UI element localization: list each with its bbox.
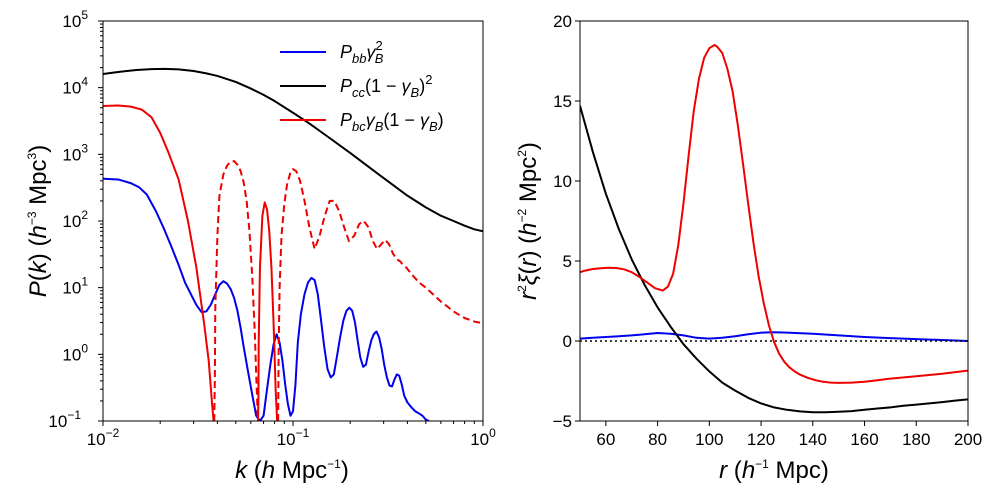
legend-label-pbb: Pbbγ2 B	[340, 38, 384, 66]
right-series-group	[580, 44, 968, 414]
right-panel: 60 80 100 120 140 160 180 200 −5 0 5 10 15 20 r (h−1 …	[515, 12, 982, 484]
left-series-p-bc-b-1-b-negative-part-3	[213, 160, 483, 421]
right-x-tick-label: 200	[954, 430, 982, 449]
left-y-tick-label: 102	[62, 208, 88, 231]
left-x-tick-label: 100	[470, 426, 496, 449]
right-x-tick-label: 100	[695, 430, 723, 449]
legend-label-pbc: PbcγB(1 − γB)	[340, 110, 444, 134]
legend: Pbbγ2 B Pcc(1 − γB)2 PbcγB(1 − γB)	[280, 38, 444, 134]
right-ticks: 60 80 100 120 140 160 180 200 −5 0 5 10 15 20	[553, 12, 983, 449]
right-y-tick-label: −5	[553, 412, 572, 431]
left-y-tick-label: 103	[62, 141, 88, 164]
right-x-tick-label: 180	[902, 430, 930, 449]
right-x-tick-label: 60	[596, 430, 615, 449]
right-y-axis-label: r2ξ(r) (h−2 Mpc2)	[515, 142, 542, 300]
right-series-p-bc-b-1-b-2	[580, 44, 968, 384]
left-panel: 10−2 10−1 100 10−1 100 101 102 103 104 105 k (h M…	[25, 8, 496, 484]
right-x-tick-label: 80	[648, 430, 667, 449]
left-series-p-bc-b-1-b-positive-part-2	[103, 104, 279, 421]
left-y-tick-label: 104	[62, 75, 88, 98]
right-axes-frame	[579, 20, 969, 422]
left-y-tick-label: 10−1	[48, 408, 81, 431]
right-series-p-cc-1-b-2-1	[580, 105, 968, 414]
left-x-tick-label: 10−1	[277, 426, 310, 449]
left-y-tick-label: 100	[62, 341, 88, 364]
right-x-tick-label: 120	[747, 430, 775, 449]
right-series-p-bb-b-2-0	[580, 331, 968, 342]
right-y-tick-label: 20	[553, 12, 572, 31]
right-y-tick-label: 10	[553, 172, 572, 191]
right-x-tick-label: 160	[850, 430, 878, 449]
left-y-tick-label: 105	[62, 8, 88, 31]
left-y-tick-label: 101	[62, 275, 88, 298]
left-plot-area	[103, 21, 483, 421]
left-x-axis-label: k (h Mpc−1)	[235, 457, 349, 484]
legend-label-pcc: Pcc(1 − γB)2	[340, 72, 432, 100]
right-y-tick-label: 15	[553, 92, 572, 111]
right-x-tick-label: 140	[799, 430, 827, 449]
right-plot-area	[580, 21, 968, 421]
right-y-tick-label: 5	[563, 252, 572, 271]
left-x-tick-label: 10−2	[87, 426, 120, 449]
left-series-p-bb-b-2-0	[103, 177, 430, 421]
right-x-axis-label: r (h−1 Mpc)	[719, 457, 829, 484]
left-series-p-cc-1-b-2-1	[103, 67, 483, 233]
right-y-tick-label: 0	[563, 332, 572, 351]
left-series-group	[103, 67, 483, 421]
left-y-axis-label: P(k) (h−3 Mpc3)	[25, 145, 52, 297]
